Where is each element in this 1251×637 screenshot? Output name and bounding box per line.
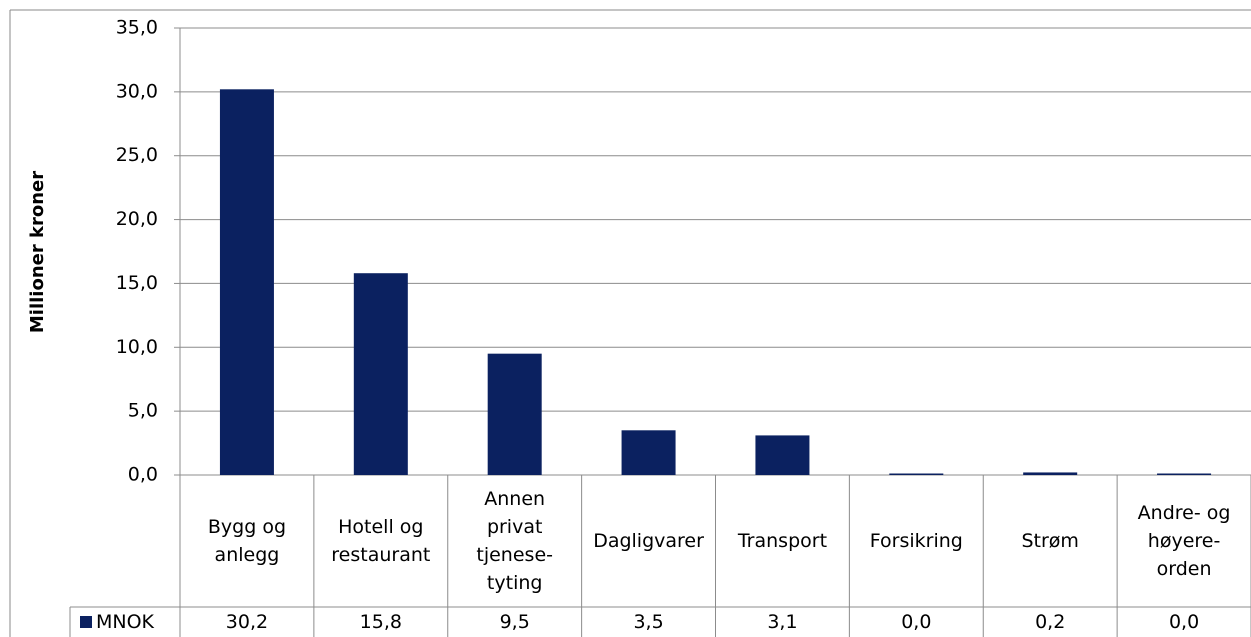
bar	[1023, 472, 1078, 475]
data-table-value: 3,5	[633, 611, 664, 633]
y-tick-label: 30,0	[116, 80, 158, 102]
data-table-value: 0,2	[1035, 611, 1066, 633]
y-tick-label: 5,0	[128, 400, 158, 422]
y-tick-label: 20,0	[116, 208, 158, 230]
y-tick-label: 10,0	[116, 336, 158, 358]
legend-label: MNOK	[96, 611, 155, 633]
x-tick-label: Transport	[737, 530, 828, 552]
y-tick-label: 25,0	[116, 144, 158, 166]
y-tick-label: 35,0	[116, 17, 158, 39]
bar	[487, 353, 542, 475]
data-table-value: 30,2	[225, 611, 269, 633]
x-tick-label: Hotell og restaurant	[331, 516, 431, 566]
data-table-value: 9,5	[499, 611, 530, 633]
data-table-value: 15,8	[359, 611, 402, 633]
x-tick-label: Dagligvarer	[593, 530, 704, 552]
bar	[755, 435, 810, 475]
bar	[1157, 473, 1212, 475]
data-table-value: 0,0	[901, 611, 932, 633]
bar	[353, 273, 408, 475]
legend-key	[80, 616, 92, 628]
x-tick-label: Annen privat tjenese- tyting	[476, 488, 553, 594]
bar	[621, 430, 676, 475]
x-tick-label: Andre- og høyere- orden	[1137, 502, 1231, 580]
x-tick-label: Strøm	[1021, 530, 1079, 552]
y-axis-label: Millioner kroner	[27, 171, 48, 333]
data-table-value: 3,1	[767, 611, 798, 633]
bar	[219, 89, 274, 475]
y-tick-label: 15,0	[116, 272, 158, 294]
y-tick-label: 0,0	[128, 464, 158, 486]
bar	[889, 473, 944, 475]
data-table-value: 0,0	[1168, 611, 1200, 633]
x-tick-label: Bygg og anlegg	[207, 516, 286, 566]
x-tick-label: Forsikring	[869, 530, 963, 552]
